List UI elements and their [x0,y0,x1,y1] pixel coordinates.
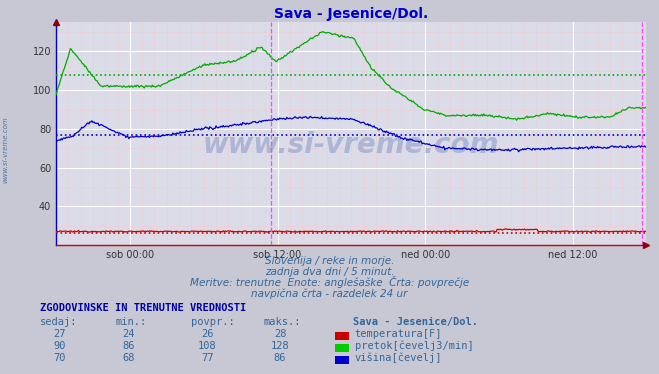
Text: min.:: min.: [115,317,146,327]
Text: Sava - Jesenice/Dol.: Sava - Jesenice/Dol. [353,317,478,327]
Text: www.si-vreme.com: www.si-vreme.com [203,131,499,159]
Text: 68: 68 [123,353,134,362]
Text: 70: 70 [53,353,65,362]
Text: višina[čevelj]: višina[čevelj] [355,352,442,362]
Text: 86: 86 [123,341,134,350]
Text: pretok[čevelj3/min]: pretok[čevelj3/min] [355,340,473,350]
Text: 108: 108 [198,341,217,350]
Text: 128: 128 [271,341,289,350]
Text: ZGODOVINSKE IN TRENUTNE VREDNOSTI: ZGODOVINSKE IN TRENUTNE VREDNOSTI [40,303,246,313]
Text: www.si-vreme.com: www.si-vreme.com [2,116,9,183]
Text: temperatura[F]: temperatura[F] [355,329,442,338]
Text: 77: 77 [202,353,214,362]
Text: 86: 86 [274,353,286,362]
Text: 90: 90 [53,341,65,350]
Text: maks.:: maks.: [264,317,301,327]
Text: 28: 28 [274,329,286,338]
Text: sedaj:: sedaj: [40,317,77,327]
Text: Slovenija / reke in morje.: Slovenija / reke in morje. [265,256,394,266]
Text: povpr.:: povpr.: [191,317,235,327]
Text: zadnja dva dni / 5 minut.: zadnja dva dni / 5 minut. [265,267,394,277]
Text: Meritve: trenutne  Enote: anglešaške  Črta: povprečje: Meritve: trenutne Enote: anglešaške Črta… [190,276,469,288]
Title: Sava - Jesenice/Dol.: Sava - Jesenice/Dol. [273,7,428,21]
Text: 24: 24 [123,329,134,338]
Text: 27: 27 [53,329,65,338]
Text: navpična črta - razdelek 24 ur: navpična črta - razdelek 24 ur [251,289,408,299]
Text: 26: 26 [202,329,214,338]
